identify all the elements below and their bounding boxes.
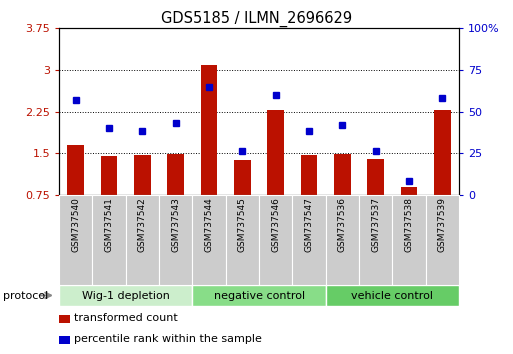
Bar: [92, 195, 126, 285]
Text: GSM737546: GSM737546: [271, 198, 280, 252]
Text: GSM737542: GSM737542: [138, 198, 147, 252]
Text: GSM737537: GSM737537: [371, 198, 380, 252]
Bar: [426, 195, 459, 285]
Bar: [59, 285, 192, 306]
Bar: [201, 65, 218, 195]
Text: Wig-1 depletion: Wig-1 depletion: [82, 291, 170, 301]
Text: GSM737541: GSM737541: [105, 198, 113, 252]
Text: transformed count: transformed count: [74, 313, 178, 323]
Text: GSM737536: GSM737536: [338, 198, 347, 252]
Bar: [301, 155, 318, 195]
Text: GSM737540: GSM737540: [71, 198, 80, 252]
Bar: [334, 154, 351, 195]
Bar: [67, 145, 84, 195]
Bar: [159, 195, 192, 285]
Text: GDS5185 / ILMN_2696629: GDS5185 / ILMN_2696629: [161, 11, 352, 27]
Bar: [134, 155, 151, 195]
Text: negative control: negative control: [213, 291, 305, 301]
Bar: [59, 315, 70, 322]
Bar: [392, 195, 426, 285]
Bar: [292, 195, 326, 285]
Bar: [59, 195, 92, 285]
Bar: [167, 154, 184, 195]
Bar: [434, 110, 451, 195]
Bar: [326, 195, 359, 285]
Bar: [326, 285, 459, 306]
Bar: [192, 285, 326, 306]
Bar: [234, 160, 251, 195]
Bar: [259, 195, 292, 285]
Bar: [226, 195, 259, 285]
Bar: [359, 195, 392, 285]
Bar: [192, 195, 226, 285]
Text: GSM737547: GSM737547: [305, 198, 313, 252]
Text: percentile rank within the sample: percentile rank within the sample: [74, 335, 262, 344]
Bar: [59, 336, 70, 344]
Bar: [401, 188, 418, 195]
Text: GSM737538: GSM737538: [405, 198, 413, 252]
Bar: [101, 156, 117, 195]
Text: protocol: protocol: [3, 291, 48, 301]
Bar: [126, 195, 159, 285]
Bar: [267, 110, 284, 195]
Text: GSM737544: GSM737544: [205, 198, 213, 252]
Text: GSM737545: GSM737545: [238, 198, 247, 252]
Text: GSM737539: GSM737539: [438, 198, 447, 252]
Text: vehicle control: vehicle control: [351, 291, 433, 301]
Bar: [367, 159, 384, 195]
Text: GSM737543: GSM737543: [171, 198, 180, 252]
